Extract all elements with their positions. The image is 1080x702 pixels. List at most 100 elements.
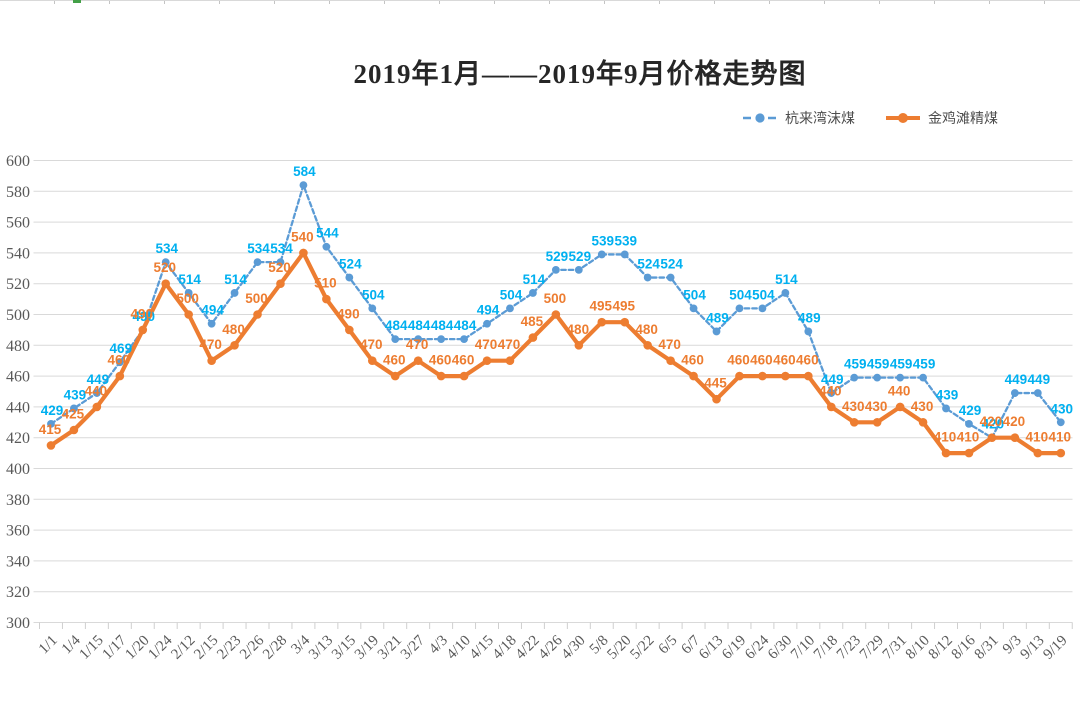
legend-item-hanglaiwan[interactable]: 杭来湾沫煤: [742, 108, 855, 128]
data-label: 420: [982, 417, 1005, 432]
data-point: [666, 273, 675, 282]
data-point: [460, 335, 468, 344]
data-label: 520: [153, 260, 176, 275]
data-point: [483, 319, 491, 328]
data-label: 460: [727, 353, 750, 368]
data-point: [1010, 433, 1020, 443]
data-point: [390, 371, 400, 381]
spreadsheet-top-edge: [0, 0, 1080, 5]
data-label: 460: [383, 353, 406, 368]
data-point: [987, 433, 997, 443]
x-axis-label: 4/30: [558, 633, 588, 663]
data-label: 430: [865, 399, 888, 414]
data-label: 524: [660, 257, 683, 272]
data-point: [437, 335, 446, 344]
data-point: [597, 317, 607, 327]
data-point: [1033, 448, 1043, 458]
data-label: 440: [85, 383, 108, 398]
data-label: 494: [201, 303, 224, 318]
data-point: [896, 373, 905, 382]
data-point: [551, 265, 560, 274]
data-point: [367, 356, 377, 366]
data-point: [207, 356, 216, 366]
data-point: [414, 335, 423, 344]
data-point: [712, 327, 721, 336]
x-axis-label: 2/28: [260, 633, 290, 663]
y-axis-label: 320: [6, 584, 30, 601]
data-label: 445: [704, 376, 727, 391]
y-axis-label: 360: [6, 523, 30, 540]
data-label: 410: [1049, 430, 1072, 445]
data-label: 429: [959, 403, 982, 418]
data-label: 485: [521, 314, 544, 329]
data-label: 415: [39, 422, 62, 437]
data-point: [230, 289, 239, 297]
data-label: 449: [1028, 372, 1051, 387]
data-label: 490: [133, 309, 156, 324]
data-point: [459, 371, 469, 381]
data-point: [643, 341, 652, 350]
data-point: [207, 319, 216, 328]
y-axis-label: 440: [6, 399, 30, 416]
data-label: 495: [612, 299, 635, 314]
data-point: [850, 373, 859, 382]
data-point: [1033, 389, 1042, 397]
data-point: [345, 273, 354, 282]
data-label: 420: [980, 414, 1003, 429]
data-label: 490: [337, 306, 360, 321]
y-axis-label: 420: [6, 430, 30, 447]
x-axis-label: 3/27: [398, 632, 429, 663]
data-point: [689, 304, 698, 313]
data-point: [115, 371, 125, 381]
legend-label: 杭来湾沫煤: [785, 110, 855, 126]
data-point: [849, 418, 859, 427]
data-label: 490: [131, 306, 154, 321]
data-point: [826, 402, 836, 412]
data-point: [368, 304, 377, 313]
data-point: [529, 289, 537, 297]
data-label: 429: [41, 403, 64, 418]
data-label: 410: [957, 430, 980, 445]
data-point: [620, 317, 630, 327]
data-label: 460: [429, 353, 452, 368]
data-point: [299, 248, 308, 258]
data-label: 504: [752, 287, 775, 302]
x-axis-label: 1/1: [36, 633, 61, 658]
data-label: 449: [87, 372, 110, 387]
data-point: [873, 373, 882, 382]
data-point: [92, 402, 102, 412]
data-label: 504: [729, 287, 752, 302]
x-axis-label: 6/5: [656, 633, 681, 658]
data-point: [574, 341, 584, 350]
data-label: 540: [291, 229, 314, 244]
data-label: 480: [222, 322, 245, 337]
data-label: 504: [683, 287, 706, 302]
data-label: 484: [408, 318, 431, 333]
data-label: 529: [569, 249, 592, 264]
data-label: 459: [867, 357, 890, 372]
data-label: 484: [431, 318, 454, 333]
y-axis-label: 380: [6, 492, 30, 509]
data-point: [735, 371, 744, 381]
data-label: 539: [592, 233, 615, 248]
y-axis-label: 460: [6, 369, 30, 386]
data-point: [964, 448, 974, 458]
y-axis-label: 340: [6, 553, 30, 570]
y-axis-label: 400: [6, 461, 30, 478]
data-point: [161, 258, 170, 267]
data-point: [299, 181, 308, 190]
data-label: 480: [635, 322, 658, 337]
legend-item-jinjitan[interactable]: 金鸡滩精煤: [885, 108, 998, 128]
data-point: [391, 335, 400, 344]
y-axis-label: 580: [6, 184, 30, 201]
data-point: [597, 250, 606, 259]
data-point: [345, 325, 354, 335]
legend-marker-solid-icon: [886, 113, 920, 123]
data-label: 504: [500, 287, 523, 302]
x-axis-label: 5/22: [627, 633, 657, 663]
data-point: [1056, 418, 1065, 427]
data-point: [781, 289, 790, 297]
data-point: [70, 404, 78, 413]
data-point: [184, 289, 193, 297]
